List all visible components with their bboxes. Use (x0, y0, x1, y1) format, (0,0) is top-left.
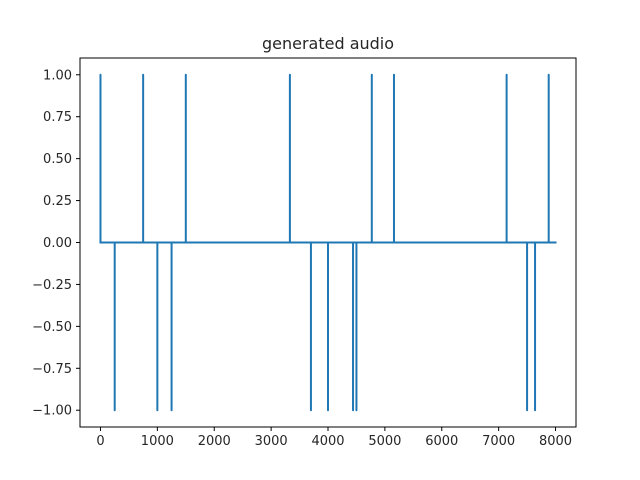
x-tick-label: 1000 (141, 434, 174, 449)
series-line-0 (99, 73, 557, 412)
y-tick-label: −0.75 (32, 362, 72, 377)
chart-title: generated audio (262, 34, 394, 53)
x-tick-label: 6000 (425, 434, 458, 449)
x-tick-label: 4000 (311, 434, 344, 449)
x-tick-label: 5000 (368, 434, 401, 449)
x-tick-label: 0 (96, 434, 104, 449)
y-tick-label: −0.25 (32, 278, 72, 293)
y-tick-label: 0.00 (43, 236, 72, 251)
series-layer (99, 73, 557, 412)
axes-layer: 0 1000 2000 3000 4000 5000 6000 7000 8000 −1.00 −0… (32, 57, 577, 449)
y-tick-label: 0.25 (43, 194, 72, 209)
y-tick-label: 1.00 (43, 68, 72, 83)
x-tick-label: 8000 (539, 434, 572, 449)
y-tick-label: −0.50 (32, 320, 72, 335)
x-tick-label: 7000 (482, 434, 515, 449)
x-tick-label: 2000 (198, 434, 231, 449)
y-tick-label: −1.00 (32, 404, 72, 419)
y-tick-label: 0.75 (43, 110, 72, 125)
x-tick-label: 3000 (255, 434, 288, 449)
y-tick-label: 0.50 (43, 152, 72, 167)
